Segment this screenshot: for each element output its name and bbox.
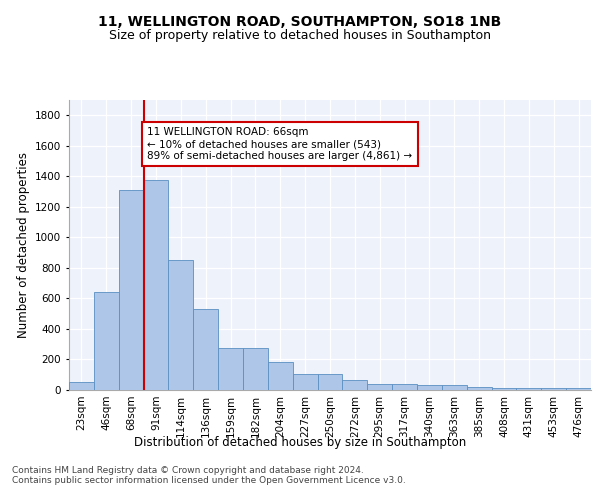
Bar <box>69 382 94 390</box>
Bar <box>169 260 193 390</box>
Text: Size of property relative to detached houses in Southampton: Size of property relative to detached ho… <box>109 28 491 42</box>
Bar <box>268 362 293 390</box>
Bar <box>566 388 591 390</box>
Text: 11 WELLINGTON ROAD: 66sqm
← 10% of detached houses are smaller (543)
89% of semi: 11 WELLINGTON ROAD: 66sqm ← 10% of detac… <box>148 128 412 160</box>
Bar <box>541 388 566 390</box>
Y-axis label: Number of detached properties: Number of detached properties <box>17 152 29 338</box>
Bar <box>143 180 169 390</box>
Text: Contains HM Land Registry data © Crown copyright and database right 2024.
Contai: Contains HM Land Registry data © Crown c… <box>12 466 406 485</box>
Bar <box>367 384 392 390</box>
Bar <box>317 374 343 390</box>
Text: Distribution of detached houses by size in Southampton: Distribution of detached houses by size … <box>134 436 466 449</box>
Bar <box>243 348 268 390</box>
Bar <box>119 190 143 390</box>
Text: 11, WELLINGTON ROAD, SOUTHAMPTON, SO18 1NB: 11, WELLINGTON ROAD, SOUTHAMPTON, SO18 1… <box>98 16 502 30</box>
Bar <box>467 387 491 390</box>
Bar <box>94 292 119 390</box>
Bar <box>491 388 517 390</box>
Bar <box>442 386 467 390</box>
Bar <box>392 384 417 390</box>
Bar <box>293 374 317 390</box>
Bar <box>193 309 218 390</box>
Bar <box>218 348 243 390</box>
Bar <box>343 380 367 390</box>
Bar <box>517 388 541 390</box>
Bar <box>417 386 442 390</box>
